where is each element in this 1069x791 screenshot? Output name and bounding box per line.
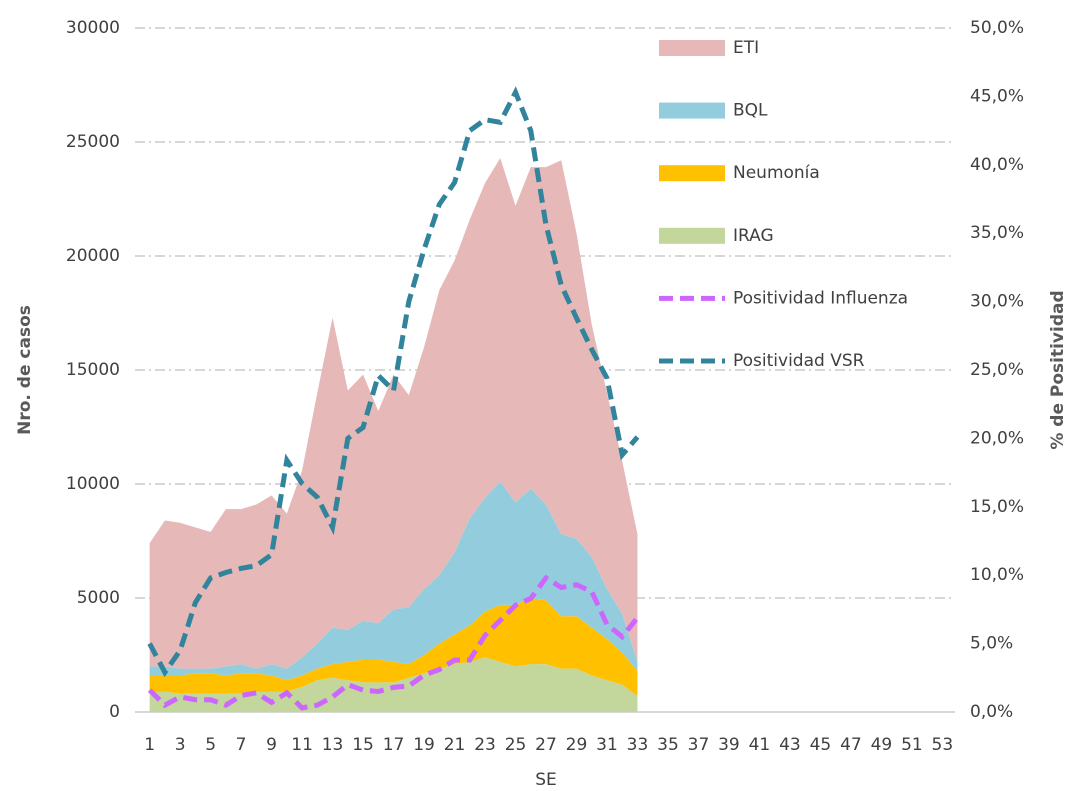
- x-tick-label: 11: [291, 735, 313, 755]
- legend-label: IRAG: [733, 226, 774, 246]
- x-tick-label: 31: [596, 735, 618, 755]
- y-tick-label: 10000: [66, 474, 120, 494]
- x-tick-label: 37: [688, 735, 710, 755]
- y2-tick-label: 50,0%: [970, 18, 1024, 38]
- area: [149, 657, 638, 712]
- x-tick-label: 9: [266, 735, 277, 755]
- x-tick-label: 45: [810, 735, 832, 755]
- y-tick-label: 0: [109, 702, 120, 722]
- line: [147, 574, 640, 711]
- x-tick-label: 3: [175, 735, 186, 755]
- y-tick-label: 20000: [66, 246, 120, 266]
- legend-label: ETI: [733, 38, 759, 58]
- x-tick-label: 27: [535, 735, 557, 755]
- x-tick-label: 51: [901, 735, 923, 755]
- y-axis-title: Nro. de casos: [15, 305, 35, 435]
- x-tick-label: 39: [718, 735, 740, 755]
- area: [149, 598, 638, 697]
- x-tick-label: 41: [749, 735, 771, 755]
- legend-label: Positividad VSR: [733, 351, 865, 371]
- y2-tick-label: 40,0%: [970, 155, 1024, 175]
- x-tick-label: 17: [383, 735, 405, 755]
- x-tick-label: 53: [932, 735, 954, 755]
- x-tick-label: 33: [627, 735, 649, 755]
- legend-swatch: [659, 102, 725, 119]
- y-tick-label: 15000: [66, 360, 120, 380]
- x-tick-label: 29: [566, 735, 588, 755]
- x-tick-label: 35: [657, 735, 679, 755]
- x-tick-label: 21: [444, 735, 466, 755]
- y2-axis-title: % de Positividad: [1048, 290, 1068, 449]
- y2-tick-label: 15,0%: [970, 497, 1024, 517]
- y-tick-label: 25000: [66, 132, 120, 152]
- line: [147, 86, 640, 678]
- x-tick-label: 1: [144, 735, 155, 755]
- legend-swatch: [659, 227, 725, 244]
- legend-label: Neumonía: [733, 163, 820, 183]
- legend-label: Positividad Influenza: [733, 288, 908, 308]
- y2-tick-label: 10,0%: [970, 565, 1024, 585]
- y2-tick-label: 30,0%: [970, 292, 1024, 312]
- x-tick-label: 19: [413, 735, 435, 755]
- y-tick-label: 5000: [77, 588, 120, 608]
- y2-tick-label: 35,0%: [970, 223, 1024, 243]
- y2-tick-label: 25,0%: [970, 360, 1024, 380]
- x-axis-title: SE: [535, 770, 557, 790]
- x-tick-label: 7: [236, 735, 247, 755]
- legend-swatch: [659, 165, 725, 182]
- y2-tick-label: 45,0%: [970, 86, 1024, 106]
- y2-tick-label: 0,0%: [970, 702, 1013, 722]
- x-tick-label: 23: [474, 735, 496, 755]
- y2-tick-label: 5,0%: [970, 634, 1013, 654]
- legend-swatch: [659, 40, 725, 56]
- x-tick-label: 5: [205, 735, 216, 755]
- y2-tick-label: 20,0%: [970, 428, 1024, 448]
- x-tick-label: 43: [779, 735, 801, 755]
- x-tick-label: 47: [840, 735, 862, 755]
- legend-label: BQL: [733, 101, 768, 121]
- x-tick-label: 49: [871, 735, 893, 755]
- x-tick-label: 15: [352, 735, 374, 755]
- x-tick-label: 25: [505, 735, 527, 755]
- area: [149, 481, 638, 681]
- y-tick-label: 30000: [66, 18, 120, 38]
- x-tick-label: 13: [322, 735, 344, 755]
